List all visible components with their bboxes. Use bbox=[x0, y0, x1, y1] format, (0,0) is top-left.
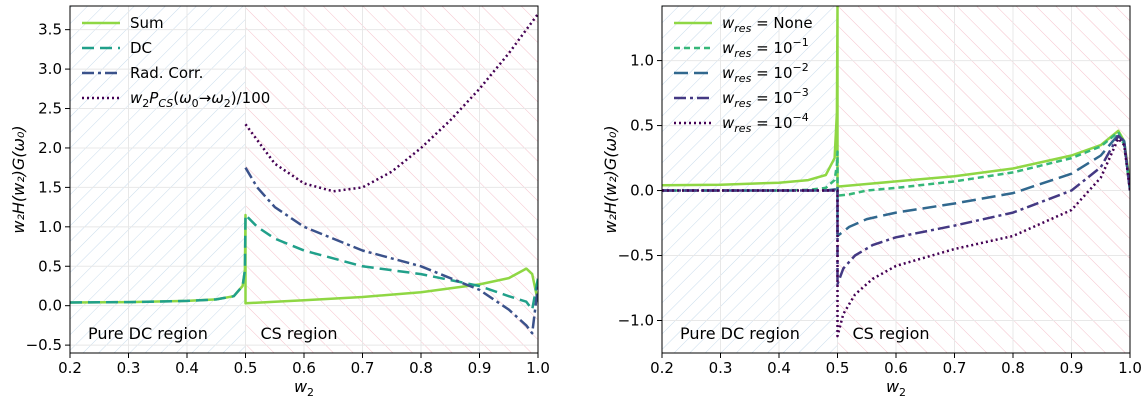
series-line-0 bbox=[70, 213, 538, 305]
pure-dc-region-label: Pure DC region bbox=[88, 324, 208, 343]
legend-label-part: w bbox=[722, 64, 735, 82]
legend-label-part: CS bbox=[158, 97, 173, 110]
left-chart-panel: 0.2 0.3 0.4 0.5 0.6 0.7 0.8 0.9 1.0 −0.5 0.0 0.5 1.0… bbox=[9, 5, 550, 396]
legend-label-part: = 10 bbox=[751, 39, 792, 57]
y-tick-label: 1.5 bbox=[38, 178, 62, 196]
legend-label-part: = None bbox=[751, 14, 812, 32]
legend-label-part: res bbox=[734, 72, 751, 85]
x-tick-label: 1.0 bbox=[1118, 359, 1142, 377]
legend-label-part: ( bbox=[173, 89, 179, 107]
right-chart-panel: 0.2 0.3 0.4 0.5 0.6 0.7 0.8 0.9 1.0 −1.0 −0.5 0.0 0.… bbox=[601, 5, 1142, 396]
y-tick-label: 3.5 bbox=[38, 21, 62, 39]
legend-label-part: DC bbox=[130, 39, 152, 57]
x-axis-label-base: w bbox=[886, 377, 900, 396]
cs-region-hatch bbox=[837, 6, 1130, 353]
legend-label-part: = 10 bbox=[751, 89, 792, 107]
x-tick-label: 0.5 bbox=[826, 359, 850, 377]
x-tick-label: 0.3 bbox=[117, 359, 141, 377]
y-tick-label: 0.0 bbox=[630, 182, 654, 200]
legend-label: wres = None bbox=[722, 14, 813, 35]
legend-label-part: P bbox=[149, 89, 159, 107]
legend-label: Rad. Corr. bbox=[130, 64, 203, 82]
y-tick-label: −1.0 bbox=[618, 312, 654, 330]
x-tick-label: 0.8 bbox=[1001, 359, 1025, 377]
y-tick-label: −0.5 bbox=[26, 336, 62, 354]
legend-label-part: res bbox=[734, 122, 751, 135]
y-tick-label: 0.5 bbox=[38, 257, 62, 275]
y-tick-label: 0.5 bbox=[630, 117, 654, 135]
legend-label-part: −4 bbox=[793, 111, 809, 124]
y-tick-label: −0.5 bbox=[618, 247, 654, 265]
series-line-2 bbox=[244, 167, 538, 335]
x-axis-label: w2 bbox=[294, 377, 314, 396]
legend-label-part: = 10 bbox=[751, 64, 792, 82]
legend-label-part: Rad. Corr. bbox=[130, 64, 203, 82]
y-axis-label: w₂H(w₂)G(ω₀) bbox=[601, 125, 620, 233]
legend-label-part: 2 bbox=[142, 97, 149, 110]
x-tick-label: 0.7 bbox=[943, 359, 967, 377]
legend-label-part: w bbox=[722, 89, 735, 107]
y-tick-label: 1.0 bbox=[38, 218, 62, 236]
cs-region-label: CS region bbox=[261, 324, 338, 343]
legend-label: wres = 10−4 bbox=[722, 111, 809, 135]
x-axis-label: w2 bbox=[886, 377, 906, 396]
legend-label-part: w bbox=[722, 14, 735, 32]
legend-label: Sum bbox=[130, 14, 164, 32]
legend-label-part: ω bbox=[179, 89, 192, 107]
legend-label-part: )/100 bbox=[231, 89, 271, 107]
legend-label-part: w bbox=[130, 89, 143, 107]
legend-label: DC bbox=[130, 39, 152, 57]
legend-label-part: −3 bbox=[793, 86, 809, 99]
x-axis-label-base: w bbox=[294, 377, 308, 396]
legend-label-part: res bbox=[734, 47, 751, 60]
series-line-1 bbox=[662, 130, 1130, 197]
legend-label: w2PCS(ω0→ω2)/100 bbox=[130, 89, 270, 110]
x-tick-label: 0.4 bbox=[175, 359, 199, 377]
cs-region-label: CS region bbox=[853, 324, 930, 343]
pure-dc-region-hatch bbox=[70, 6, 246, 353]
y-tick-label: 0.0 bbox=[38, 297, 62, 315]
y-axis-label: w₂H(w₂)G(ω₀) bbox=[9, 125, 28, 233]
legend-label-part: w bbox=[722, 114, 735, 132]
series-line-1 bbox=[70, 213, 538, 311]
x-tick-label: 0.6 bbox=[292, 359, 316, 377]
legend-label-part: res bbox=[734, 22, 751, 35]
legend-label-part: −1 bbox=[793, 36, 809, 49]
x-tick-label: 0.9 bbox=[1060, 359, 1084, 377]
x-tick-label: 0.7 bbox=[351, 359, 375, 377]
x-tick-label: 0.3 bbox=[709, 359, 733, 377]
y-tick-label: 3.0 bbox=[38, 60, 62, 78]
x-tick-label: 0.8 bbox=[409, 359, 433, 377]
legend-label-part: 0 bbox=[192, 97, 199, 110]
legend-label-part: −2 bbox=[793, 61, 809, 74]
legend-label-part: ω bbox=[211, 89, 224, 107]
x-tick-label: 1.0 bbox=[526, 359, 550, 377]
x-tick-label: 0.9 bbox=[468, 359, 492, 377]
y-tick-label: 2.5 bbox=[38, 100, 62, 118]
legend-label: wres = 10−3 bbox=[722, 86, 809, 110]
x-axis-label-sub: 2 bbox=[899, 386, 906, 396]
legend-label-part: Sum bbox=[130, 14, 164, 32]
legend-label-part: res bbox=[734, 97, 751, 110]
legend-label-part: w bbox=[722, 39, 735, 57]
x-tick-label: 0.4 bbox=[767, 359, 791, 377]
legend-label-part: 2 bbox=[224, 97, 231, 110]
legend-label: wres = 10−1 bbox=[722, 36, 809, 60]
legend-label-part: → bbox=[199, 89, 212, 107]
y-tick-label: 1.0 bbox=[630, 52, 654, 70]
x-tick-label: 0.5 bbox=[234, 359, 258, 377]
pure-dc-region-label: Pure DC region bbox=[680, 324, 800, 343]
y-tick-label: 2.0 bbox=[38, 139, 62, 157]
series-line-4 bbox=[662, 137, 1130, 338]
legend-label-part: = 10 bbox=[751, 114, 792, 132]
x-tick-label: 0.2 bbox=[650, 359, 674, 377]
x-tick-label: 0.6 bbox=[884, 359, 908, 377]
x-axis-label-sub: 2 bbox=[307, 386, 314, 396]
x-tick-label: 0.2 bbox=[58, 359, 82, 377]
legend-label: wres = 10−2 bbox=[722, 61, 809, 85]
